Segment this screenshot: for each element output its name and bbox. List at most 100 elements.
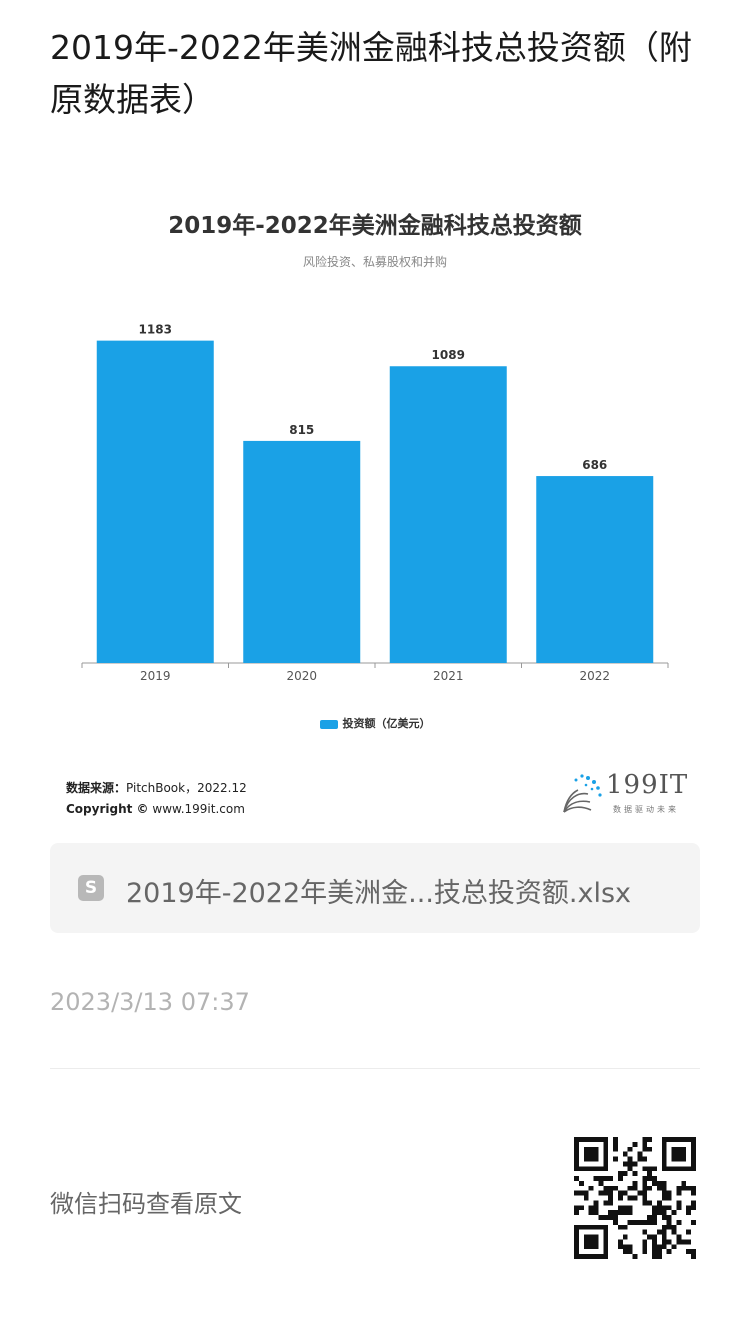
qr-module bbox=[642, 1229, 648, 1235]
qr-module bbox=[617, 1244, 623, 1250]
qr-module bbox=[583, 1239, 589, 1245]
qr-module bbox=[661, 1239, 667, 1245]
qr-module bbox=[691, 1254, 696, 1259]
qr-module bbox=[593, 1205, 599, 1211]
qr-module bbox=[603, 1254, 609, 1259]
qr-module bbox=[652, 1166, 657, 1172]
qr-module bbox=[583, 1190, 589, 1196]
attachment-card[interactable]: S 2019年-2022年美洲金...技总投资额.xlsx bbox=[50, 843, 700, 933]
logo-dandelion-icon bbox=[563, 774, 602, 813]
qr-module bbox=[627, 1249, 633, 1255]
qr-module bbox=[578, 1137, 584, 1142]
qr-module bbox=[598, 1254, 604, 1259]
qr-module bbox=[686, 1239, 692, 1245]
qr-module bbox=[652, 1239, 657, 1245]
qr-module bbox=[574, 1205, 579, 1211]
qr-module bbox=[588, 1166, 594, 1172]
qr-module bbox=[588, 1234, 594, 1240]
qr-module bbox=[583, 1166, 589, 1172]
source-label: 数据来源： bbox=[66, 781, 127, 795]
qr-module bbox=[637, 1219, 643, 1225]
wechat-scan-prompt: 微信扫码查看原文 bbox=[50, 1190, 242, 1218]
qr-module bbox=[652, 1205, 657, 1211]
qr-module bbox=[666, 1195, 672, 1201]
qr-module bbox=[603, 1249, 609, 1255]
logo-text: 199IT bbox=[606, 770, 689, 800]
qr-module bbox=[613, 1219, 618, 1225]
qr-module bbox=[686, 1205, 692, 1211]
chart-title: 2019年-2022年美洲金融科技总投资额 bbox=[168, 213, 582, 239]
qr-module bbox=[583, 1254, 589, 1259]
qr-module bbox=[637, 1190, 643, 1196]
qr-module bbox=[622, 1224, 628, 1230]
qr-module bbox=[656, 1205, 662, 1211]
qr-module bbox=[574, 1151, 579, 1157]
qr-module bbox=[676, 1146, 682, 1152]
qr-module bbox=[671, 1229, 677, 1235]
qr-module bbox=[578, 1190, 584, 1196]
qr-module bbox=[613, 1215, 618, 1220]
qr-module bbox=[637, 1156, 643, 1162]
qr-module bbox=[647, 1200, 653, 1206]
chart-subtitle: 风险投资、私募股权和并购 bbox=[302, 255, 447, 269]
qr-module bbox=[691, 1200, 696, 1206]
qr-module bbox=[593, 1244, 599, 1250]
qr-module bbox=[656, 1244, 662, 1250]
qr-module bbox=[574, 1229, 579, 1235]
qr-module bbox=[574, 1161, 579, 1167]
qr-module bbox=[647, 1219, 653, 1225]
qr-module bbox=[603, 1176, 609, 1181]
qr-module bbox=[627, 1195, 633, 1201]
qr-module bbox=[642, 1239, 648, 1245]
qr-module bbox=[632, 1254, 638, 1259]
qr-module bbox=[642, 1195, 648, 1201]
qr-module bbox=[588, 1137, 594, 1142]
qr-module bbox=[613, 1156, 618, 1162]
attachment-file-name: 2019年-2022年美洲金...技总投资额.xlsx bbox=[126, 878, 632, 909]
qr-module bbox=[627, 1166, 633, 1172]
qr-module bbox=[666, 1137, 672, 1142]
qr-module bbox=[632, 1219, 638, 1225]
qr-module bbox=[691, 1190, 696, 1196]
qr-module bbox=[681, 1156, 687, 1162]
qr-module bbox=[593, 1254, 599, 1259]
qr-code-icon[interactable] bbox=[574, 1137, 696, 1259]
chart-image[interactable]: 2019年-2022年美洲金融科技总投资额 风险投资、私募股权和并购 1183 2… bbox=[50, 180, 700, 840]
qr-module bbox=[617, 1224, 623, 1230]
qr-module bbox=[647, 1137, 653, 1142]
qr-module bbox=[603, 1166, 609, 1172]
qr-module bbox=[691, 1185, 696, 1191]
qr-module bbox=[583, 1244, 589, 1250]
qr-module bbox=[574, 1254, 579, 1259]
qr-module bbox=[574, 1146, 579, 1152]
qr-module bbox=[642, 1244, 648, 1250]
qr-module bbox=[666, 1166, 672, 1172]
qr-module bbox=[622, 1249, 628, 1255]
qr-module bbox=[593, 1156, 599, 1162]
qr-module bbox=[574, 1224, 579, 1230]
qr-module bbox=[642, 1180, 648, 1186]
qr-module bbox=[676, 1151, 682, 1157]
qr-module bbox=[598, 1224, 604, 1230]
qr-module bbox=[686, 1210, 692, 1216]
qr-module bbox=[661, 1146, 667, 1152]
qr-module bbox=[642, 1176, 648, 1181]
legend-label: 投资额（亿美元） bbox=[342, 717, 431, 730]
qr-module bbox=[671, 1146, 677, 1152]
qr-module bbox=[622, 1161, 628, 1167]
qr-module bbox=[598, 1190, 604, 1196]
qr-module bbox=[593, 1166, 599, 1172]
qr-module bbox=[652, 1215, 657, 1220]
qr-module bbox=[627, 1146, 633, 1152]
copyright-label: Copyright © bbox=[66, 802, 149, 816]
qr-module bbox=[686, 1229, 692, 1235]
data-label-2022: 686 bbox=[582, 458, 607, 472]
qr-module bbox=[642, 1146, 648, 1152]
qr-module bbox=[661, 1185, 667, 1191]
qr-module bbox=[671, 1156, 677, 1162]
qr-module bbox=[627, 1244, 633, 1250]
qr-module bbox=[686, 1137, 692, 1142]
qr-module bbox=[642, 1190, 648, 1196]
qr-module bbox=[676, 1200, 682, 1206]
qr-module bbox=[676, 1137, 682, 1142]
